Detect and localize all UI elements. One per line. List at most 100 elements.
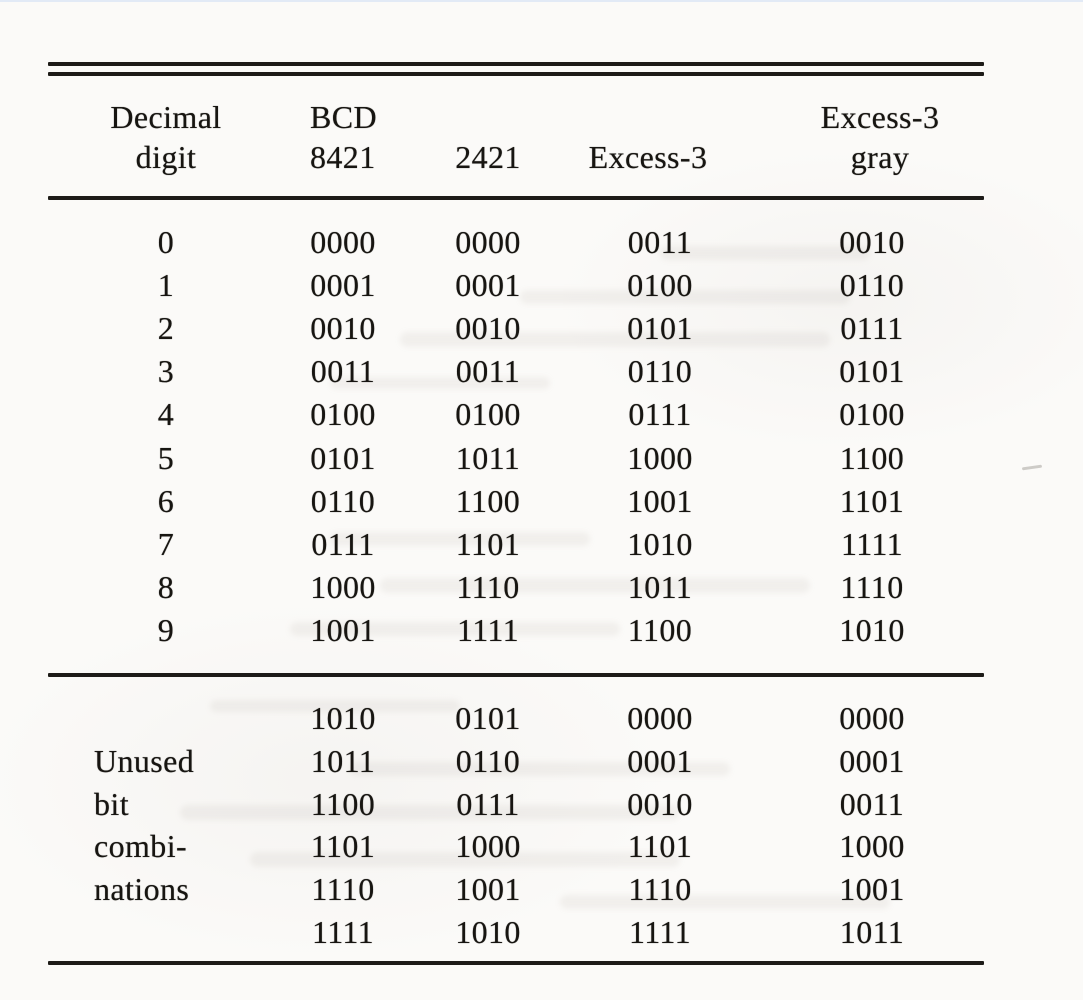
code-cell: 1010 [627,525,693,562]
code-cell: 1101 [455,525,521,562]
unused-label-cell: bit [94,785,129,822]
code-cell: 0011 [839,785,905,822]
header-rule [48,196,984,200]
unused-row: 1111 1010 1111 1011 [48,910,988,954]
digit-row: 7 0111 1101 1010 1111 [48,522,988,566]
decimal-digit-cell: 6 [157,482,175,519]
code-cell: 1111 [456,611,520,648]
code-cell: 0101 [839,353,905,390]
code-cell: 0111 [456,785,520,822]
code-cell: 1110 [311,871,375,908]
code-cell: 0111 [311,525,375,562]
code-cell: 1000 [310,568,376,605]
digit-row: 5 0101 1011 1000 1100 [48,436,988,480]
code-cell: 0011 [455,353,521,390]
code-cell: 1010 [310,700,376,736]
decimal-digit-cell: 9 [157,611,175,648]
code-cell: 0010 [310,310,376,347]
code-cell: 1111 [311,914,375,950]
digit-row: 2 0010 0010 0101 0111 [48,306,988,350]
code-cell: 0010 [455,310,521,347]
top-double-rule-lower [48,72,984,76]
code-cell: 1010 [455,914,521,950]
decimal-digit-cell: 8 [157,568,175,605]
code-table: Decimal digit BCD 8421 2421 Excess-3 Exc… [48,0,988,1000]
code-cell: 1100 [310,785,376,822]
digit-row: 1 0001 0001 0100 0110 [48,263,988,307]
decimal-digit-cell: 3 [157,353,175,390]
decimal-digit-cell: 4 [157,396,175,433]
code-cell: 0111 [628,396,692,433]
code-cell: 1000 [839,828,905,865]
code-cell: 1011 [627,568,693,605]
code-cell: 0001 [839,742,905,779]
code-cell: 1101 [310,828,376,865]
unused-row: bit 1100 0111 0010 0011 [48,782,988,826]
code-cell: 1001 [310,611,376,648]
code-cell: 0011 [627,224,693,260]
code-cell: 1101 [839,482,905,519]
scan-speck [1021,464,1043,471]
unused-label-cell: combi- [94,828,188,865]
code-cell: 1100 [455,482,521,519]
unused-row: combi- 1101 1000 1101 1000 [48,824,988,868]
digit-row: 4 0100 0100 0111 0100 [48,392,988,436]
code-cell: 0001 [310,267,376,304]
code-cell: 0110 [455,742,521,779]
code-cell: 0101 [627,310,693,347]
header-bcd-line2: 8421 [310,139,376,175]
code-cell: 1001 [839,871,905,908]
unused-row: nations 1110 1001 1110 1001 [48,867,988,911]
code-cell: 1000 [627,439,693,476]
unused-label-cell: Unused [94,742,195,779]
code-cell: 0111 [840,310,904,347]
code-cell: 1111 [840,525,904,562]
code-cell: 0101 [455,700,521,736]
digit-row: 3 0011 0011 0110 0101 [48,349,988,393]
digit-row: 8 1000 1110 1011 1110 [48,565,988,609]
code-cell: 0101 [310,439,376,476]
unused-row: Unused 1011 0110 0001 0001 [48,739,988,783]
code-cell: 0001 [627,742,693,779]
code-cell: 1011 [310,742,376,779]
header-excess3: Excess-3 [588,139,708,175]
digit-row: 0 0000 0000 0011 0010 [48,220,988,264]
decimal-digit-cell: 0 [157,224,175,260]
code-cell: 0110 [627,353,693,390]
code-cell: 1110 [628,871,692,908]
code-cell: 1111 [628,914,692,950]
code-cell: 0100 [310,396,376,433]
top-double-rule-upper [48,62,984,66]
header-excess3-gray-line1: Excess-3 [820,99,940,135]
code-cell: 0010 [627,785,693,822]
header-excess3-gray-line2: gray [850,139,910,175]
unused-label-cell: nations [94,871,190,908]
code-cell: 0000 [627,700,693,736]
code-cell: 0100 [627,267,693,304]
header-bcd-line1: BCD [310,99,377,135]
digit-row: 6 0110 1100 1001 1101 [48,479,988,523]
header-decimal-line2: digit [135,139,197,175]
code-cell: 1100 [627,611,693,648]
unused-row: 1010 0101 0000 0000 [48,696,988,740]
code-cell: 0110 [839,267,905,304]
decimal-digit-cell: 1 [157,267,175,304]
code-cell: 0000 [455,224,521,260]
code-cell: 1100 [839,439,905,476]
code-cell: 0110 [310,482,376,519]
section-rule [48,673,984,677]
code-cell: 1011 [455,439,521,476]
scan-edge-line [0,0,1083,2]
decimal-digit-cell: 5 [157,439,175,476]
code-cell: 1110 [840,568,904,605]
code-cell: 0000 [839,700,905,736]
code-cell: 0011 [310,353,376,390]
digit-row: 9 1001 1111 1100 1010 [48,608,988,652]
decimal-digit-cell: 7 [157,525,175,562]
code-cell: 1110 [456,568,520,605]
code-cell: 0001 [455,267,521,304]
code-cell: 1101 [627,828,693,865]
code-cell: 1011 [839,914,905,950]
code-cell: 1001 [455,871,521,908]
